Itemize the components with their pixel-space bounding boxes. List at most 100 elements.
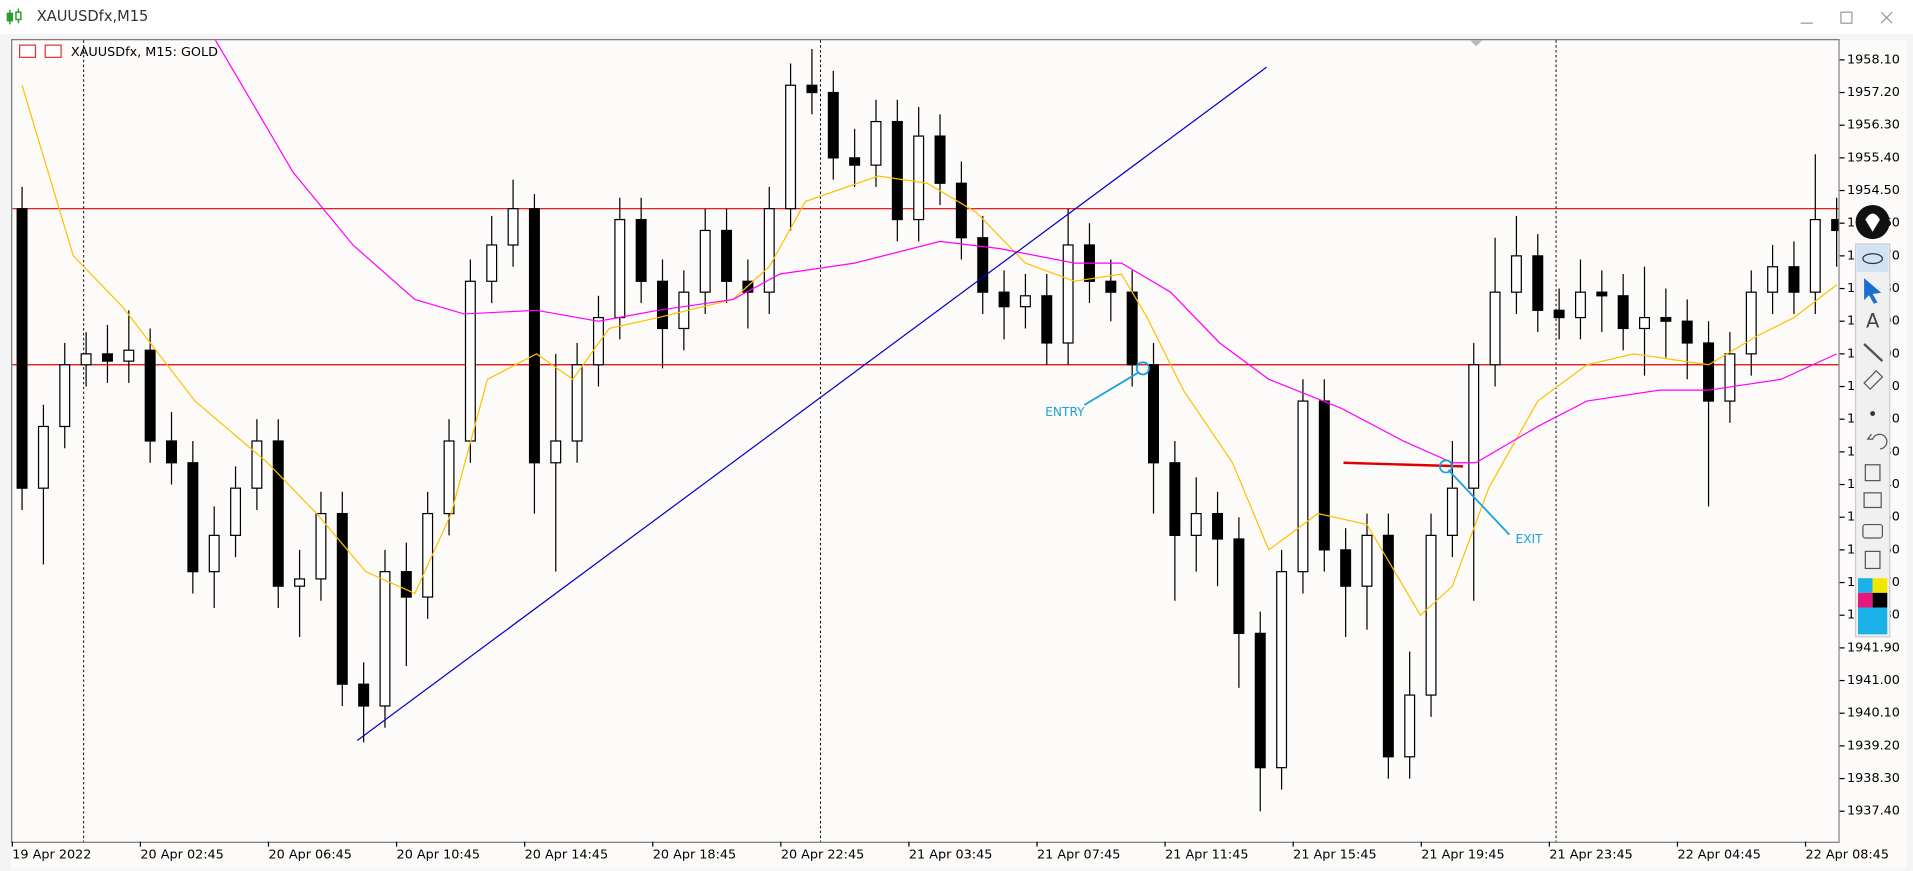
candle-body [657,280,668,330]
candle-body [187,462,199,573]
candle-body [934,135,946,184]
candle-body [528,208,540,464]
candle-body [1553,309,1565,319]
candle-body [37,425,49,489]
candle-body [1062,244,1074,344]
annotation-label: ENTRY [1045,405,1085,419]
candle-body [272,440,284,587]
plot-layer [12,40,1839,812]
x-tick-label: 22 Apr 04:45 [1677,848,1760,863]
y-tick-label: 1938.30 [1847,771,1900,786]
window-title: XAUUSDfx,M15 [37,8,149,25]
level-segment [1343,461,1464,468]
candle-body [1254,632,1266,769]
candle-body [763,208,775,293]
candle-body [294,578,306,587]
undo-tool[interactable] [1866,433,1888,450]
candle-body [1404,694,1416,758]
candle-body [1681,320,1693,344]
dot-tool[interactable] [1870,411,1876,416]
x-tick-label: 20 Apr 14:45 [525,848,608,863]
candle-body [1190,512,1202,536]
candle-body [80,353,92,366]
candle-body [1382,534,1394,758]
y-tick-label: 1957.20 [1847,85,1900,100]
candle-body [1148,364,1160,464]
annotation-connector [1447,469,1511,536]
annotation-marker [1438,459,1453,474]
y-tick-label: 1956.30 [1847,118,1900,133]
candle-body [101,353,113,362]
y-tick-label: 1939.20 [1847,738,1900,753]
screenshot-tool[interactable] [1862,523,1884,539]
y-tick-label: 1958.10 [1847,52,1900,67]
eraser-tool[interactable] [1863,369,1884,391]
candle-body [422,512,434,598]
delete-tool[interactable] [1864,464,1881,482]
candle-body [785,84,797,210]
x-tick-label: 21 Apr 03:45 [909,848,992,863]
annotation-connector [1083,371,1140,406]
candle-body [1703,342,1715,402]
x-tick-label: 21 Apr 19:45 [1421,848,1504,863]
candle-body [721,229,733,282]
candle-body [464,280,476,442]
candle-body [144,349,156,442]
x-tick-label: 21 Apr 11:45 [1165,848,1248,863]
y-tick-label: 1941.00 [1847,673,1900,688]
candle-body [635,218,647,282]
candle-body [1340,549,1352,587]
y-tick-label: 1955.40 [1847,150,1900,165]
candle-body [1532,255,1544,311]
candle-body [1767,266,1779,293]
color-palette[interactable] [1857,578,1888,635]
close-button[interactable] [1880,11,1893,24]
candle-body [1574,291,1586,319]
y-tick-label: 1937.40 [1847,804,1900,819]
plot-area [11,39,1840,843]
candle-body [827,91,839,159]
x-tick-label: 21 Apr 15:45 [1293,848,1376,863]
x-tick-label: 19 Apr 2022 [12,848,91,863]
chart-label: XAUUSDfx, M15: GOLD [19,44,218,60]
annotation-marker [1135,361,1150,376]
x-tick-label: 21 Apr 23:45 [1549,848,1632,863]
candle-body [443,440,455,515]
template-tool[interactable] [1863,492,1882,509]
x-tick-label: 22 Apr 08:45 [1806,848,1889,863]
candle-body [806,84,818,94]
maximize-button[interactable] [1840,11,1853,24]
candle-body [1639,316,1651,330]
text-tool[interactable]: A [1866,310,1880,333]
period-separators [83,40,1557,842]
candle-body [1724,353,1736,402]
eye-tool[interactable] [1862,253,1884,265]
candle-body [870,120,882,166]
candle-body [208,534,220,573]
candle-body [1468,364,1480,489]
candle-body [1105,280,1117,293]
candle-body [1510,255,1522,293]
y-tick-label: 1940.10 [1847,706,1900,721]
scroll-marker [1470,40,1483,47]
candle-body [1276,571,1288,769]
candle-body [59,364,71,428]
annotation-label: EXIT [1516,532,1544,546]
candle-body [1596,291,1608,297]
candle-body [1126,291,1138,366]
x-tick-label: 20 Apr 02:45 [140,848,223,863]
candle-body [1361,534,1373,587]
candle-body [1489,291,1501,366]
candle-body [507,208,519,246]
candle-body [1831,218,1839,232]
clipboard-tool[interactable] [1864,550,1881,570]
line-tool[interactable] [1863,343,1884,362]
cursor-tool[interactable] [1864,278,1882,304]
candle-body [166,440,177,464]
candle-body [1660,316,1672,322]
title-bar [0,0,1913,35]
moving-average [214,40,1837,464]
x-tick-label: 20 Apr 06:45 [268,848,351,863]
candle-body [1788,266,1800,293]
